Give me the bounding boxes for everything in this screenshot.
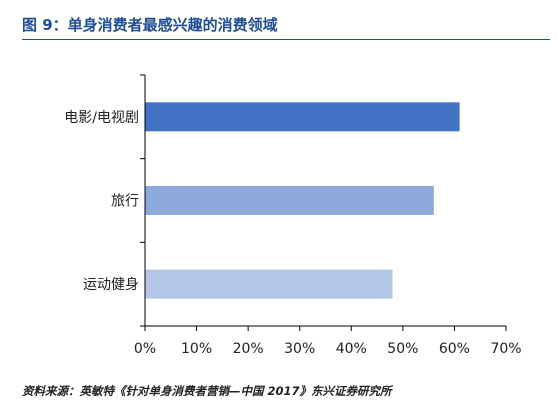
category-label-3: 运动健身 [83,277,139,293]
x-tick-label-2: 10% [181,341,212,357]
bar-2 [145,186,434,215]
title-divider [22,39,550,40]
bar-1 [145,102,460,132]
bar-3 [145,269,393,299]
x-tick-label-6: 50% [387,341,418,357]
x-tick-labels: 0% 10% 20% 30% 40% 50% 60% 70% [134,341,522,357]
x-tick-label-1: 0% [134,341,156,357]
bars-group [145,102,460,299]
x-tick-label-8: 70% [490,341,521,357]
x-tick-label-4: 30% [284,341,315,357]
source-note: 资料来源：英敏特《针对单身消费者营销—中国 2017》东兴证券研究所 [22,384,392,398]
category-label-1: 电影/电视剧 [64,110,139,126]
category-label-2: 旅行 [111,194,139,210]
x-tick-label-7: 60% [439,341,470,357]
x-tick-label-5: 40% [336,341,367,357]
x-tick-label-3: 20% [233,341,264,357]
axes-group [140,74,507,331]
figure-title: 图 9：单身消费者最感兴趣的消费领域 [22,16,278,34]
